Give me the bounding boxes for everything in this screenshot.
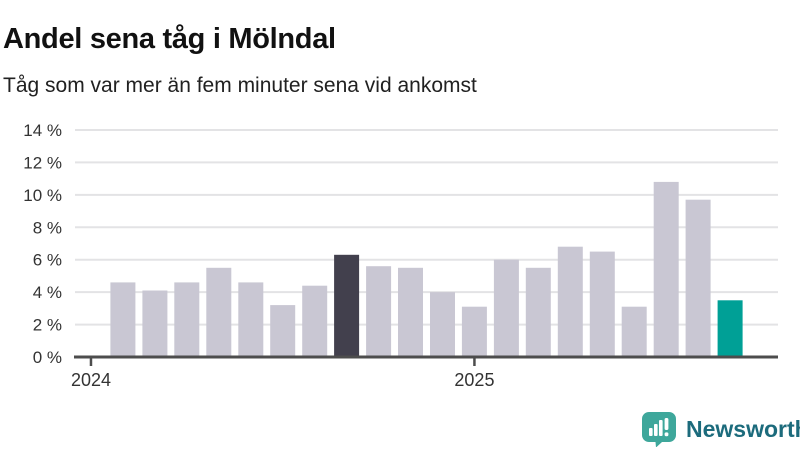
chart-subtitle: Tåg som var mer än fem minuter sena vid … [3,74,477,97]
bar [685,199,711,357]
y-tick-label: 10 % [23,186,62,205]
y-tick-label: 12 % [23,153,62,172]
bar [525,267,551,357]
newsworthy-wordmark: Newsworthy [686,416,800,442]
bar [653,181,679,357]
x-tick-label: 2024 [71,370,111,390]
bar [238,282,264,357]
y-tick-label: 6 % [33,251,62,270]
chart-title: Andel sena tåg i Mölndal [3,23,336,56]
bar [717,300,743,358]
bar [589,251,615,357]
bar [366,266,392,357]
bar [302,285,328,357]
bar [557,246,583,357]
bar [398,267,423,357]
newsworthy-chart-bubble-icon [641,411,677,447]
y-tick-label: 4 % [33,283,62,302]
y-tick-label: 8 % [33,218,62,237]
logo-exclamation-stem [664,418,669,430]
y-tick-label: 14 % [23,121,62,140]
y-tick-label: 2 % [33,316,62,335]
newsworthy-chart-bubble-icon-svg [642,412,676,447]
y-tick-label: 0 % [33,348,62,367]
bar [461,306,487,357]
x-tick-label: 2025 [454,370,494,390]
logo-bar-1 [649,428,653,436]
logo-bar-3 [659,420,663,436]
bar [621,306,647,357]
bar [270,305,296,357]
bar [430,292,455,357]
logo-bar-2 [654,424,658,436]
bar [110,282,136,357]
logo-exclamation-dot [664,432,669,437]
bar [206,267,232,357]
bar [334,254,360,357]
bar [142,290,168,357]
newsworthy-logo[interactable]: Newsworthy [641,411,800,447]
bar [493,259,519,357]
bar [174,282,200,357]
